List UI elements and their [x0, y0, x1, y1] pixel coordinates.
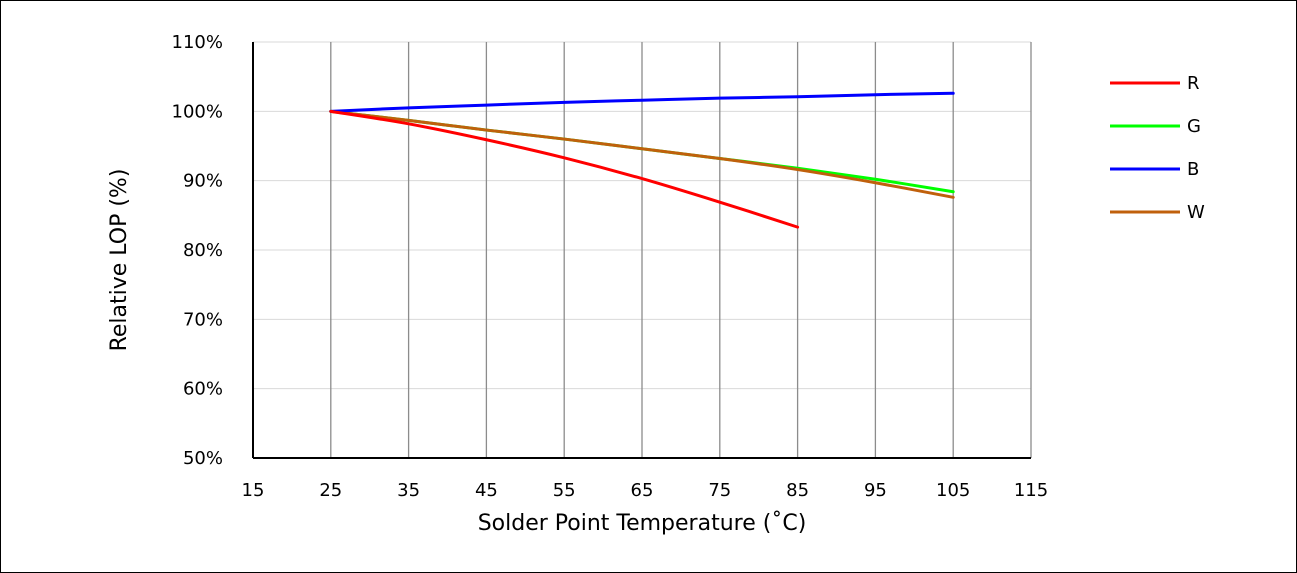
x-tick-label: 25: [319, 480, 342, 501]
grid: [253, 41, 1032, 458]
legend-label-w: W: [1187, 202, 1205, 223]
legend-label-b: B: [1187, 159, 1199, 180]
x-tick-label: 55: [553, 480, 576, 501]
series-line-w: [329, 109, 955, 199]
x-axis-title: Solder Point Temperature (˚C): [478, 511, 807, 536]
legend: R G B W: [1110, 73, 1205, 223]
x-tick-label: 115: [1014, 480, 1048, 501]
y-tick-label: 100%: [172, 101, 223, 122]
y-tick-label: 80%: [183, 240, 223, 261]
x-tick-label: 95: [864, 480, 887, 501]
series-lines: [329, 91, 955, 229]
x-tick-label: 105: [936, 480, 970, 501]
y-tick-label: 70%: [183, 309, 223, 330]
x-tick-label: 15: [242, 480, 265, 501]
y-tick-label: 60%: [183, 379, 223, 400]
y-tick-label: 90%: [183, 171, 223, 192]
axes: 50% 60% 70% 80% 90% 100% 110% 15 25 35 45 55 65 75 85 9…: [172, 32, 1049, 501]
x-tick-label: 65: [631, 480, 654, 501]
x-tick-label: 75: [708, 480, 731, 501]
legend-label-r: R: [1187, 73, 1200, 94]
series-line-r: [329, 109, 800, 229]
y-tick-label: 110%: [172, 32, 223, 53]
legend-label-g: G: [1187, 116, 1201, 137]
x-tick-label: 45: [475, 480, 498, 501]
y-tick-label: 50%: [183, 448, 223, 469]
series-line-b: [329, 91, 955, 113]
x-tick-label: 35: [397, 480, 420, 501]
x-tick-label: 85: [786, 480, 809, 501]
y-axis-title: Relative LOP (%): [107, 169, 132, 352]
